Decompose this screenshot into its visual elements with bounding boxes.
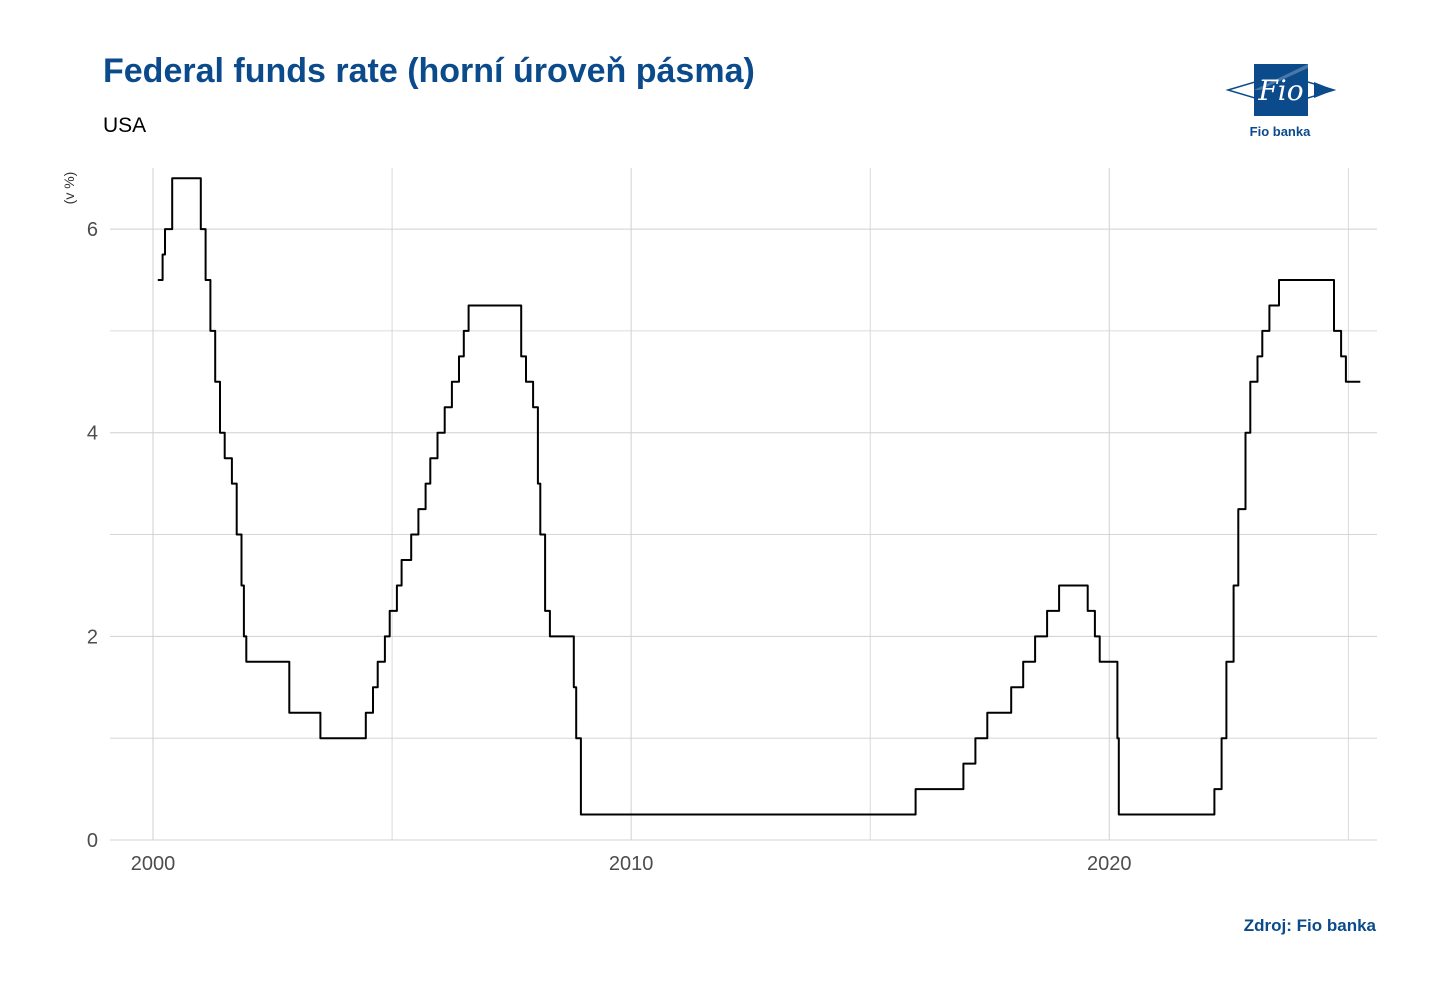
logo-label: Fio banka [1249,124,1311,139]
x-tick-label: 2000 [131,853,176,875]
logo-mark-text: Fio [1257,74,1303,107]
y-tick-label: 4 [87,423,98,445]
chart-subtitle: USA [103,114,147,137]
source-caption: Zdroj: Fio banka [1243,916,1376,935]
series-group [157,177,1361,816]
major-grid [110,168,1377,841]
y-tick-label: 0 [87,830,98,852]
fio-banka-logo: Fio Fio banka [1224,60,1337,142]
y-axis-ticks: 0 2 4 6 [87,219,98,852]
chart-title: Federal funds rate (horní úroveň pásma) [103,52,755,90]
y-tick-label: 2 [87,626,98,648]
x-axis-ticks: 2000 2010 2020 [131,853,1132,875]
x-tick-label: 2010 [609,853,654,875]
minor-grid [110,168,1377,840]
series-line [157,177,1361,816]
y-axis-label: (v %) [61,172,77,205]
x-tick-label: 2020 [1087,853,1132,875]
fio-logo-icon: Fio [1225,64,1337,116]
y-tick-label: 6 [87,219,98,241]
